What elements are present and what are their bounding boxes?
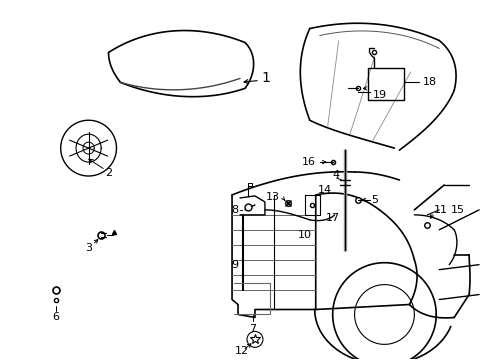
Text: 16: 16 [301, 157, 315, 167]
Text: 17: 17 [325, 213, 339, 223]
Text: 3: 3 [85, 243, 92, 253]
Text: 1: 1 [261, 71, 270, 85]
Text: 2: 2 [105, 168, 112, 178]
Text: 7: 7 [249, 324, 256, 334]
Text: 18: 18 [423, 77, 437, 87]
Text: 15: 15 [450, 205, 464, 215]
Text: 14: 14 [317, 185, 331, 195]
Text: 11: 11 [433, 205, 447, 215]
Text: 6: 6 [52, 312, 59, 323]
Text: 8: 8 [230, 205, 238, 215]
Text: 9: 9 [230, 260, 238, 270]
Text: 12: 12 [234, 346, 248, 356]
Text: 13: 13 [265, 192, 279, 202]
Text: 19: 19 [372, 90, 386, 100]
Text: 10: 10 [297, 230, 311, 240]
Text: 5: 5 [371, 195, 378, 205]
Text: 4: 4 [332, 170, 339, 180]
